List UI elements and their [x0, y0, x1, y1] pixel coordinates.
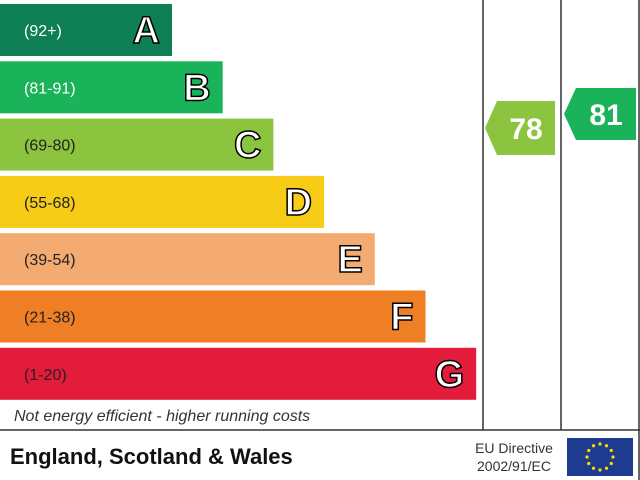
band-range: (1-20) [24, 367, 67, 384]
band [0, 118, 274, 171]
band [0, 175, 325, 228]
eu-flag [567, 438, 633, 476]
band-letter: F [390, 297, 413, 339]
band-letter: D [285, 182, 312, 224]
current-arrow [485, 101, 555, 155]
potential-value: 81 [589, 99, 622, 132]
potential-arrow [564, 88, 636, 140]
band-letter: E [337, 239, 362, 281]
band-range: (81-91) [24, 80, 76, 97]
region: England, Scotland & Wales [10, 444, 293, 469]
star [604, 466, 609, 470]
band-range: (69-80) [24, 138, 76, 155]
star [585, 455, 589, 459]
star [609, 461, 613, 466]
star [598, 468, 602, 472]
band [0, 233, 375, 286]
band-letter: G [435, 354, 465, 396]
band-range: (92+) [24, 23, 62, 40]
band-range: (39-54) [24, 252, 76, 269]
band-letter: A [133, 10, 160, 52]
directive: 2002/91/EC [477, 458, 551, 474]
band-letter: B [183, 67, 210, 109]
footer-note: Not energy efficient - higher running co… [14, 408, 310, 425]
star [611, 455, 615, 459]
band [0, 4, 172, 56]
directive: EU Directive [475, 440, 553, 456]
star [609, 448, 613, 453]
current-value: 78 [509, 113, 542, 146]
band-range: (55-68) [24, 195, 76, 212]
star [604, 444, 609, 448]
band [0, 61, 223, 114]
star [591, 444, 596, 448]
star [591, 466, 596, 470]
star [598, 442, 602, 446]
band-letter: C [234, 125, 261, 167]
star [587, 461, 591, 466]
band-range: (21-38) [24, 310, 76, 327]
star [587, 448, 591, 453]
band [0, 290, 426, 343]
band [0, 347, 477, 400]
